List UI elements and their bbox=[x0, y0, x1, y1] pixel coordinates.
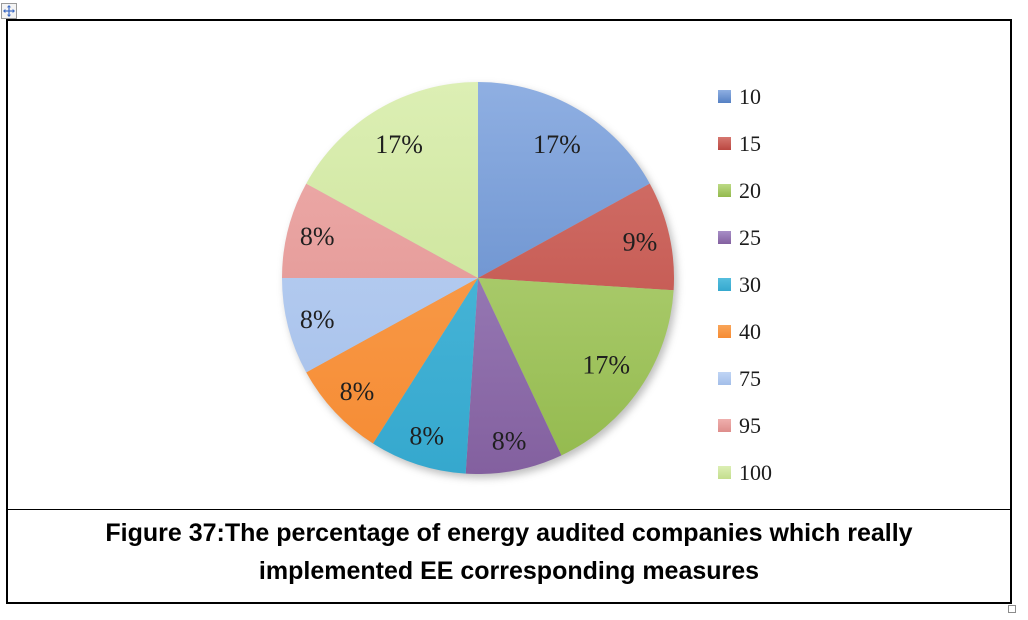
table-move-handle[interactable] bbox=[1, 3, 17, 19]
legend-swatch bbox=[718, 137, 731, 150]
pie-slice-label: 17% bbox=[533, 130, 581, 159]
pie-slice-label: 17% bbox=[582, 351, 630, 380]
chart-cell[interactable]: 17% 9% 17% 8% 8% 8% 8% 8% 17% 10 15 20 25 30 40 75 95 10… bbox=[8, 21, 1010, 510]
pie-slice-75[interactable] bbox=[282, 278, 478, 373]
legend-swatch bbox=[718, 231, 731, 244]
table-resize-handle[interactable] bbox=[1008, 605, 1016, 613]
figure-table: 17% 9% 17% 8% 8% 8% 8% 8% 17% 10 15 20 25 30 40 75 95 10… bbox=[6, 19, 1012, 604]
pie-slice-40[interactable] bbox=[306, 278, 478, 444]
legend-label: 75 bbox=[739, 366, 761, 391]
legend-swatch bbox=[718, 278, 731, 291]
legend-item-25[interactable]: 25 bbox=[718, 224, 772, 271]
legend-item-30[interactable]: 30 bbox=[718, 271, 772, 318]
figure-caption: Figure 37:The percentage of energy audit… bbox=[105, 519, 913, 585]
legend-item-20[interactable]: 20 bbox=[718, 177, 772, 224]
pie-slice-label: 8% bbox=[300, 222, 335, 251]
legend-swatch bbox=[718, 90, 731, 103]
pie-slice-label: 9% bbox=[623, 227, 658, 256]
pie-slice-30[interactable] bbox=[372, 278, 478, 474]
legend-item-75[interactable]: 75 bbox=[718, 365, 772, 412]
pie-chart[interactable]: 17% 9% 17% 8% 8% 8% 8% 8% 17% bbox=[232, 42, 724, 494]
legend-label: 100 bbox=[739, 460, 772, 485]
legend-swatch bbox=[718, 466, 731, 479]
pie-slice-25[interactable] bbox=[465, 278, 562, 474]
pie-slice-label: 17% bbox=[375, 130, 423, 159]
pie-slice-100[interactable] bbox=[306, 82, 478, 278]
pie-slice-15[interactable] bbox=[478, 183, 674, 291]
legend-label: 30 bbox=[739, 272, 761, 297]
legend-item-10[interactable]: 10 bbox=[718, 83, 772, 130]
legend-label: 40 bbox=[739, 319, 761, 344]
pie-slice-10[interactable] bbox=[478, 82, 650, 278]
move-icon bbox=[3, 5, 15, 17]
legend-label: 10 bbox=[739, 84, 761, 109]
chart-legend: 10 15 20 25 30 40 75 95 100 bbox=[718, 83, 772, 506]
pie-slice-label: 8% bbox=[409, 421, 444, 450]
legend-swatch bbox=[718, 419, 731, 432]
legend-label: 20 bbox=[739, 178, 761, 203]
legend-label: 15 bbox=[739, 131, 761, 156]
legend-item-40[interactable]: 40 bbox=[718, 318, 772, 365]
legend-item-15[interactable]: 15 bbox=[718, 130, 772, 177]
legend-swatch bbox=[718, 184, 731, 197]
pie-slice-label: 8% bbox=[340, 377, 375, 406]
legend-item-100[interactable]: 100 bbox=[718, 459, 772, 506]
legend-item-95[interactable]: 95 bbox=[718, 412, 772, 459]
legend-swatch bbox=[718, 372, 731, 385]
legend-label: 25 bbox=[739, 225, 761, 250]
legend-swatch bbox=[718, 325, 731, 338]
pie-slice-label: 8% bbox=[492, 427, 527, 456]
pie-slice-20[interactable] bbox=[478, 278, 674, 456]
pie-slice-label: 8% bbox=[300, 305, 335, 334]
pie-slice-95[interactable] bbox=[282, 183, 478, 278]
legend-label: 95 bbox=[739, 413, 761, 438]
caption-cell[interactable]: Figure 37:The percentage of energy audit… bbox=[8, 510, 1010, 602]
